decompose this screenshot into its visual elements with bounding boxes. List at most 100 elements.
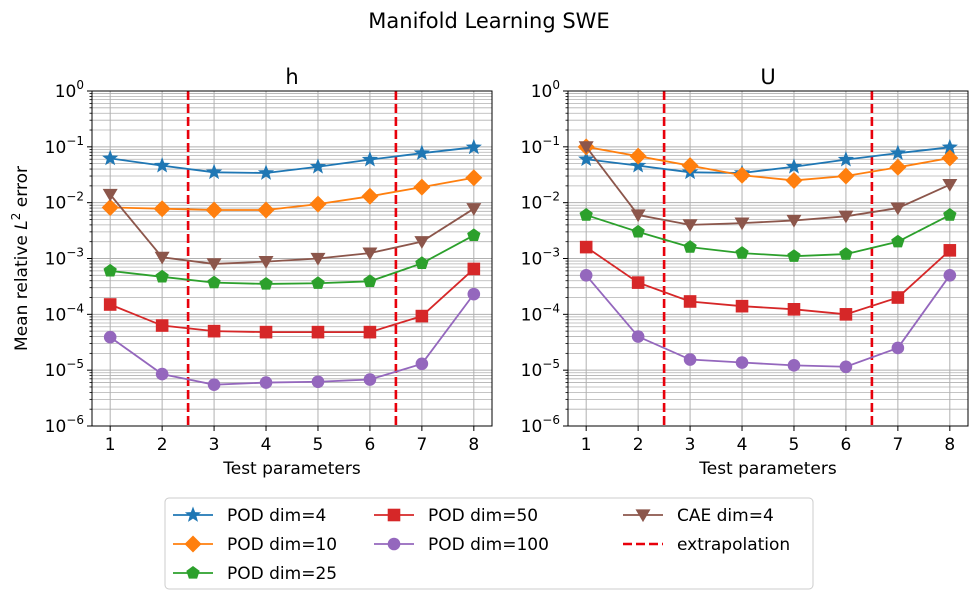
data-point [578, 150, 595, 167]
data-point [155, 319, 169, 332]
data-point [631, 330, 645, 343]
data-point [309, 195, 327, 213]
data-point [466, 203, 482, 216]
data-point [839, 308, 853, 321]
data-point [467, 262, 481, 276]
data-point [630, 157, 647, 173]
series-line [585, 246, 951, 316]
y-tick-label: 10−5 [45, 357, 84, 381]
series-pod100 [579, 269, 957, 374]
legend-label: POD dim=4 [227, 506, 326, 526]
data-point [629, 147, 647, 165]
x-axis-label: Test parameters [698, 459, 837, 479]
data-point [941, 138, 958, 155]
figure-title: Manifold Learning SWE [368, 9, 609, 33]
subplot-title: U [760, 65, 775, 89]
y-tick-label: 10−2 [521, 190, 560, 214]
x-tick-label: 4 [737, 435, 748, 455]
data-point [943, 244, 957, 257]
series-pod25 [103, 228, 481, 290]
legend-label: POD dim=50 [428, 506, 538, 526]
subplot-h: 100 10−1 10−2 10−3 10−4 10−5 10−6 1 2 3 4 5 6 7 8 h Test… [9, 65, 493, 479]
data-point [103, 330, 117, 344]
data-point [683, 240, 697, 253]
series-line [109, 293, 475, 386]
series-line [109, 268, 475, 334]
data-point [735, 356, 749, 369]
data-point [363, 274, 377, 287]
data-point [785, 158, 803, 174]
x-tick-label: 2 [157, 435, 168, 455]
y-tick-label: 10−1 [45, 134, 84, 158]
series-pod50 [103, 262, 481, 339]
series-pod100 [103, 287, 481, 391]
data-point [891, 291, 905, 304]
legend-label: CAE dim=4 [677, 506, 774, 526]
data-point [943, 208, 957, 221]
y-tick-label: 10−2 [45, 190, 84, 214]
legend-item: POD dim=4 [173, 506, 326, 526]
legend-item: POD dim=10 [173, 535, 337, 555]
data-point [102, 149, 119, 166]
data-point [837, 167, 855, 185]
legend-label: POD dim=10 [227, 535, 337, 555]
x-tick-label: 2 [633, 435, 644, 455]
data-point [207, 378, 221, 391]
data-point [941, 149, 959, 167]
data-point [153, 200, 171, 218]
data-point [154, 157, 171, 173]
data-point [310, 252, 326, 266]
legend-label: POD dim=100 [428, 535, 549, 555]
data-point [631, 224, 645, 238]
legend-label: POD dim=25 [227, 564, 337, 584]
data-point [578, 141, 594, 154]
data-point [891, 341, 905, 355]
data-point [682, 219, 698, 233]
legend-item: POD dim=25 [173, 564, 337, 584]
data-point [101, 198, 119, 216]
legend-marker [184, 535, 202, 553]
data-point [465, 169, 483, 187]
y-tick-label: 100 [55, 78, 84, 102]
data-point [361, 151, 379, 167]
data-point [259, 325, 273, 339]
data-point [311, 375, 325, 389]
series-line [110, 146, 474, 174]
y-tick-label: 10−5 [521, 357, 560, 381]
data-point [683, 295, 697, 308]
data-point [579, 240, 593, 254]
data-point [889, 144, 906, 161]
x-tick-label: 7 [892, 435, 903, 455]
data-point [363, 325, 377, 339]
x-tick-label: 6 [365, 435, 376, 455]
data-point [414, 236, 430, 249]
data-point [415, 309, 429, 323]
subplot-title: h [285, 65, 298, 89]
data-point [362, 247, 378, 261]
data-point [787, 303, 801, 316]
series-pod10 [101, 169, 483, 219]
y-tick-label: 10−4 [45, 301, 84, 325]
legend-item: POD dim=100 [374, 535, 549, 555]
y-tick-label: 10−3 [45, 246, 84, 270]
data-point [361, 187, 379, 205]
data-point [467, 287, 481, 301]
series-line [586, 145, 950, 182]
x-tick-label: 7 [416, 435, 427, 455]
x-tick-label: 1 [581, 435, 592, 455]
legend-marker [387, 537, 401, 551]
gridlines [568, 91, 968, 427]
series-line [110, 176, 474, 211]
x-axis-label: Test parameters [222, 459, 361, 479]
legend-label: extrapolation [677, 535, 790, 555]
data-point [579, 208, 593, 221]
data-point [942, 179, 958, 192]
data-point [205, 201, 223, 219]
data-point [363, 373, 377, 386]
series-cae4 [102, 188, 482, 272]
legend-marker [184, 506, 202, 522]
data-point [787, 359, 801, 372]
y-tick-label: 10−4 [521, 301, 560, 325]
series-line [585, 274, 951, 368]
data-point [207, 275, 221, 289]
